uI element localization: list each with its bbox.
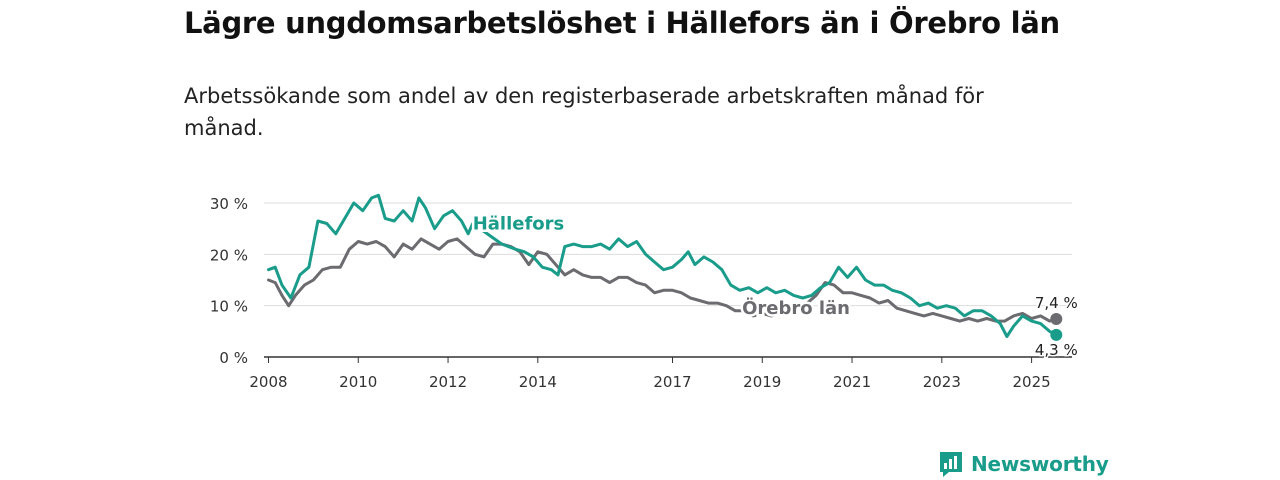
line-chart: 0 % 10 % 20 % 30 % 2008 2010 2012 2014 2017 2019 2… (210, 193, 1079, 391)
series-end-point (1050, 313, 1063, 326)
x-tick-label: 2017 (653, 373, 691, 391)
y-tick-label: 10 % (210, 298, 248, 316)
series-name-label: Hällefors (473, 214, 565, 235)
series-end-label: 4,3 % (1035, 341, 1078, 359)
x-tick-label: 2010 (339, 373, 377, 391)
series-line-hallefors (267, 193, 1058, 338)
series-name-label: Örebro län (742, 297, 850, 319)
x-tick-label: 2014 (519, 373, 557, 391)
y-tick-label: 0 % (219, 349, 248, 367)
x-tick-label: 2023 (923, 373, 961, 391)
brand: Newsworthy (938, 450, 1109, 478)
chart-subtitle: Arbetssökande som andel av den registerb… (184, 84, 984, 140)
x-tick-label: 2021 (833, 373, 871, 391)
y-tick-label: 20 % (210, 246, 248, 264)
series-line-orebro-lan (267, 237, 1058, 323)
series-end-label: 7,4 % (1035, 294, 1078, 312)
brand-name: Newsworthy (971, 452, 1109, 476)
y-tick-label: 30 % (210, 195, 248, 213)
x-tick-label: 2025 (1013, 373, 1051, 391)
x-tick-label: 2008 (249, 373, 287, 391)
series-end-point (1050, 328, 1063, 341)
x-tick-label: 2019 (743, 373, 781, 391)
x-tick-label: 2012 (429, 373, 467, 391)
chart-title: Lägre ungdomsarbetslöshet i Hällefors än… (184, 6, 1060, 40)
newsworthy-logo-icon (940, 452, 962, 477)
